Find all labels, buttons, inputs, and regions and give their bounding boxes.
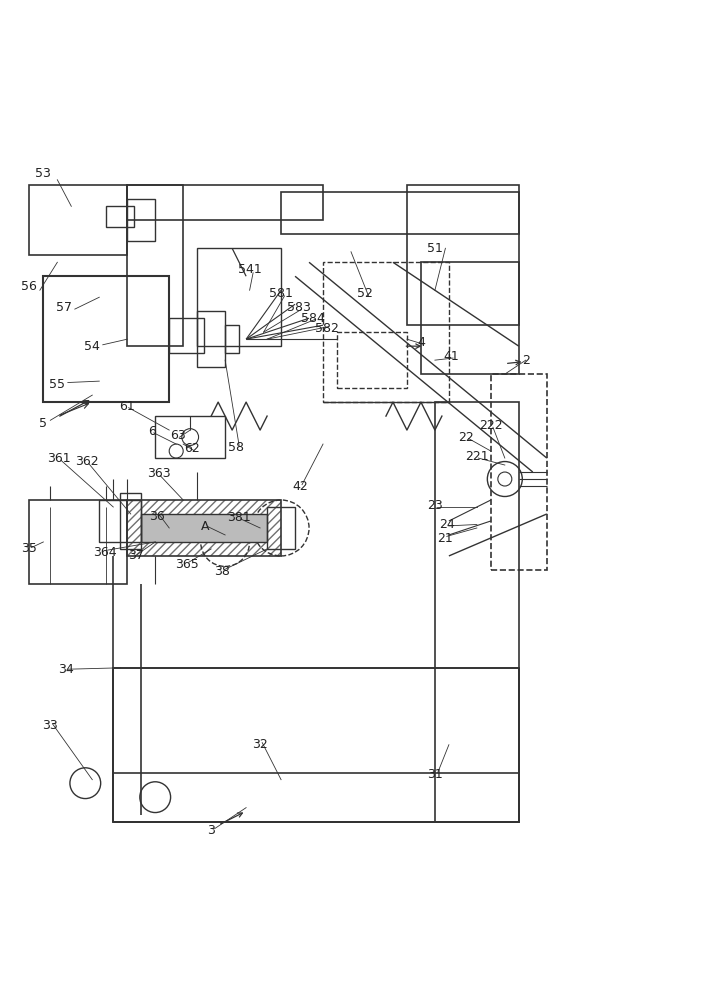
Text: 21: 21 (437, 532, 453, 545)
Text: A: A (201, 520, 210, 533)
Text: 381: 381 (227, 511, 251, 524)
Text: 37: 37 (128, 549, 144, 562)
Bar (99, 500, 141, 542)
Text: 58: 58 (227, 441, 244, 454)
Text: 41: 41 (444, 350, 460, 363)
Text: 24: 24 (439, 518, 456, 531)
Bar (106, 206, 134, 227)
Bar (44, 276, 169, 402)
Text: 53: 53 (35, 167, 51, 180)
Text: 4: 4 (417, 336, 425, 349)
Text: 34: 34 (58, 663, 74, 676)
Bar (120, 493, 141, 549)
Text: 38: 38 (213, 565, 230, 578)
Bar (435, 402, 519, 822)
Text: 2: 2 (522, 354, 530, 367)
Bar (225, 325, 239, 353)
Text: 35: 35 (22, 542, 37, 555)
Bar (491, 374, 547, 570)
Bar (141, 514, 267, 542)
Bar (197, 311, 225, 367)
Text: 362: 362 (75, 455, 98, 468)
Bar (29, 185, 127, 255)
Text: 33: 33 (42, 719, 58, 732)
Bar (127, 199, 155, 241)
Text: 5: 5 (39, 417, 47, 430)
Text: 6: 6 (149, 425, 157, 438)
Bar (337, 332, 407, 388)
Bar (29, 500, 127, 584)
Text: 63: 63 (170, 429, 185, 442)
Text: 222: 222 (479, 419, 503, 432)
Text: 361: 361 (47, 452, 70, 465)
Text: 363: 363 (147, 467, 171, 480)
Text: 23: 23 (427, 499, 443, 512)
Text: 581: 581 (269, 287, 293, 300)
Text: 31: 31 (427, 768, 443, 781)
Text: 62: 62 (184, 442, 199, 455)
Bar (197, 248, 281, 346)
Bar (267, 507, 295, 549)
Bar (407, 185, 519, 325)
Text: 582: 582 (314, 322, 338, 335)
Text: 52: 52 (357, 287, 373, 300)
Bar (113, 773, 519, 822)
Bar (127, 500, 281, 556)
Text: 365: 365 (175, 558, 199, 571)
Text: 56: 56 (22, 280, 37, 293)
Text: 584: 584 (300, 312, 324, 325)
Text: 32: 32 (252, 738, 268, 751)
Text: 57: 57 (56, 301, 72, 314)
Text: 51: 51 (427, 242, 443, 255)
Text: 22: 22 (458, 431, 475, 444)
Bar (421, 262, 519, 374)
Text: 55: 55 (49, 378, 65, 391)
Text: 541: 541 (238, 263, 261, 276)
Bar (127, 185, 183, 346)
Bar (155, 416, 225, 458)
Text: 583: 583 (286, 301, 310, 314)
Bar (169, 318, 204, 353)
Bar (323, 262, 449, 402)
Text: 3: 3 (207, 824, 215, 837)
Bar (281, 192, 519, 234)
Text: 364: 364 (93, 546, 117, 559)
Bar (127, 500, 281, 556)
Text: 221: 221 (465, 450, 489, 463)
Bar (127, 185, 323, 220)
Text: 61: 61 (119, 400, 135, 413)
Bar (113, 668, 519, 822)
Text: 36: 36 (149, 510, 164, 523)
Text: 54: 54 (84, 340, 100, 353)
Text: 42: 42 (293, 480, 309, 493)
